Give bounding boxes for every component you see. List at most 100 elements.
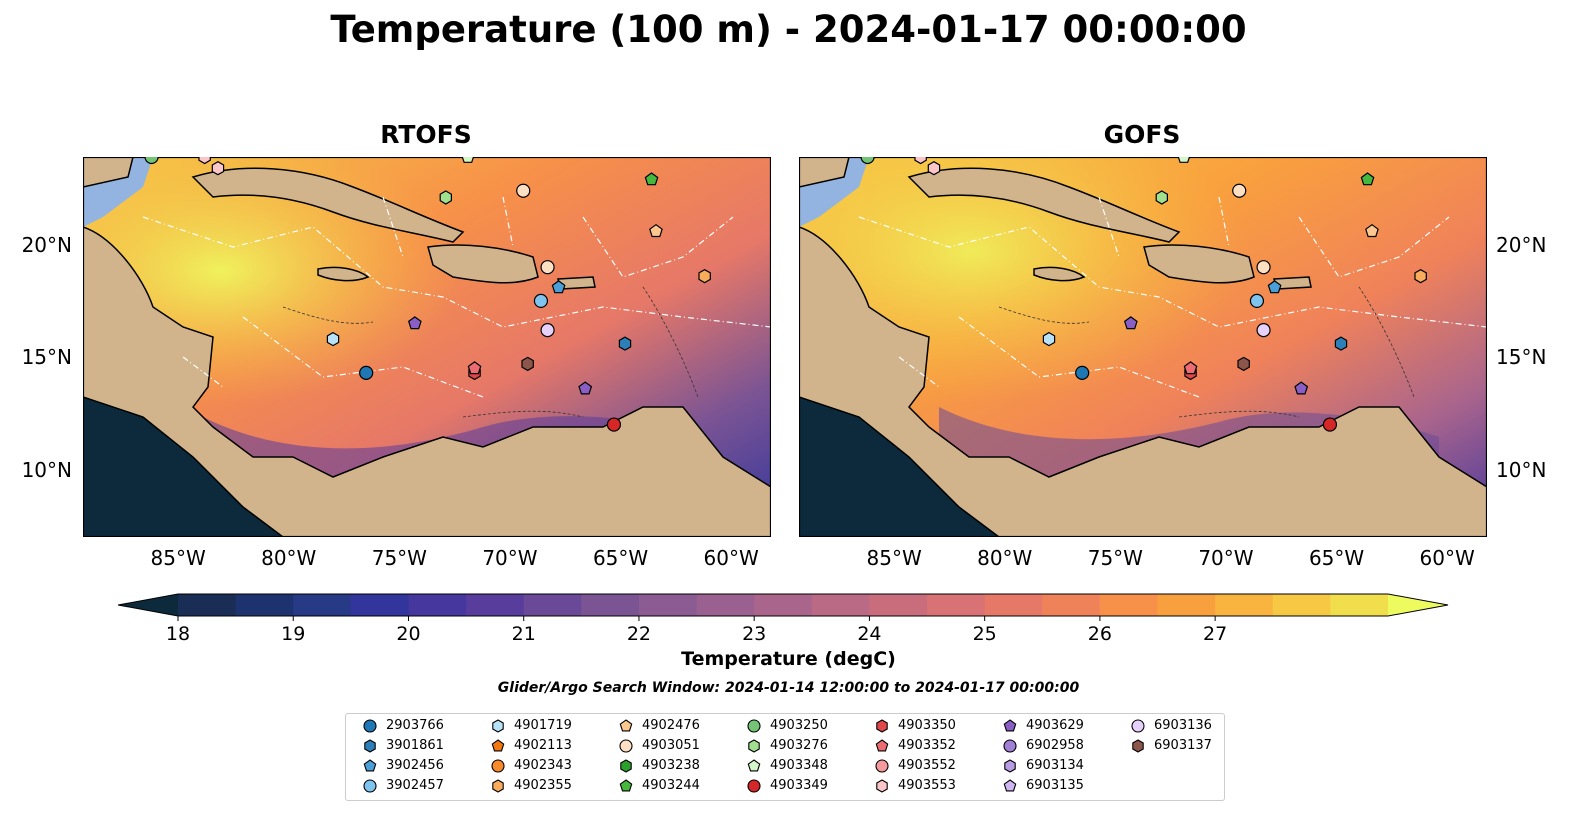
colorbar-tick-label: 22 — [627, 623, 651, 645]
float-marker-4903250 — [144, 157, 159, 165]
float-marker-4902355 — [1414, 269, 1427, 284]
float-marker-4903629 — [407, 316, 422, 330]
float-marker-4903352 — [467, 361, 482, 375]
colorbar-swatch — [984, 594, 1043, 616]
legend-label: 3901861 — [386, 738, 444, 753]
float-marker-4902476 — [649, 223, 663, 238]
lon-tick-label: 80°W — [261, 546, 317, 570]
legend-marker-pentagon — [1003, 779, 1017, 792]
float-marker-4903276 — [439, 190, 452, 205]
float-marker-3902456 — [551, 280, 566, 294]
eez-boundaries — [858, 196, 1487, 398]
colorbar-tick-label: 25 — [973, 623, 997, 645]
land-hispaniola — [427, 244, 539, 284]
legend-marker-hexagon — [1004, 759, 1016, 773]
legend-label: 4903244 — [642, 778, 700, 793]
colorbar-swatch — [293, 594, 352, 616]
colorbar-swatch — [927, 594, 986, 616]
legend-marker-pentagon — [747, 759, 761, 772]
float-marker-6903137 — [1237, 356, 1250, 372]
float-marker-4901719 — [326, 331, 340, 347]
colorbar-tick-label: 27 — [1203, 623, 1227, 645]
legend-marker-hexagon — [492, 779, 504, 793]
legend-label: 4902113 — [514, 738, 572, 753]
float-marker-4903051 — [516, 183, 531, 198]
float-marker-3901861 — [618, 336, 632, 351]
float-marker-4903051 — [1256, 260, 1271, 275]
legend-marker-hexagon — [492, 719, 504, 733]
legend-marker-hexagon — [1132, 739, 1144, 753]
map-panel-gofs — [799, 157, 1487, 537]
colorbar-swatch — [235, 594, 294, 616]
legend-marker-pentagon — [491, 739, 505, 752]
colorbar-swatch — [1157, 594, 1216, 616]
legend-marker-pentagon — [363, 759, 377, 772]
float-marker-2903766 — [359, 365, 374, 380]
land-florida — [799, 157, 850, 188]
legend-label: 3902456 — [386, 758, 444, 773]
legend-marker-circle — [747, 779, 761, 793]
legend-label: 6902958 — [1026, 738, 1084, 753]
float-marker-4903244 — [644, 172, 659, 186]
legend-label: 4903051 — [642, 738, 700, 753]
colorbar-tick-label: 26 — [1088, 623, 1112, 645]
legend-marker-circle — [1003, 739, 1017, 753]
colorbar-swatch — [1099, 594, 1159, 616]
colorbar-swatch — [408, 594, 467, 616]
colorbar-swatch — [350, 594, 409, 616]
float-marker-4903348 — [1177, 157, 1191, 163]
colorbar-swatch — [1215, 594, 1274, 616]
float-marker-4903051 — [1232, 183, 1247, 198]
legend-marker-circle — [619, 739, 633, 753]
lon-tick-label: 60°W — [1419, 546, 1475, 570]
float-marker-4903629 — [1294, 381, 1309, 395]
float-marker-4902476 — [1365, 223, 1379, 238]
legend-label: 6903134 — [1026, 758, 1084, 773]
float-marker-3901861 — [1334, 336, 1348, 351]
colorbar-swatch — [466, 594, 525, 616]
colorbar-swatch — [178, 594, 237, 616]
float-marker-4903629 — [1123, 316, 1138, 330]
legend-label: 3902457 — [386, 778, 444, 793]
legend-label: 4903250 — [770, 718, 828, 733]
legend-marker-circle — [1131, 719, 1145, 733]
land-central-america — [83, 226, 771, 537]
legend-label: 6903136 — [1154, 718, 1212, 733]
float-marker-3902457 — [1249, 293, 1265, 309]
legend-marker-circle — [747, 719, 761, 733]
float-marker-4903352 — [1183, 361, 1198, 375]
colorbar-ticks: 18 19 20 21 22 23 24 25 26 27 — [166, 616, 1227, 645]
colorbar-swatch — [696, 594, 755, 616]
float-marker-6903136 — [540, 323, 555, 338]
float-marker-4903051 — [540, 260, 555, 275]
lat-tick-label-right: 15°N — [1496, 345, 1547, 370]
float-marker-4903629 — [578, 381, 593, 395]
float-marker-4903553 — [927, 161, 941, 176]
lat-tick-label-left: 10°N — [21, 457, 72, 482]
float-marker-2903766 — [1075, 365, 1090, 380]
colorbar-tick-label: 24 — [857, 623, 881, 645]
land-central-america — [799, 226, 1487, 537]
lon-tick-label: 70°W — [1198, 546, 1254, 570]
legend-marker-hexagon — [876, 719, 888, 733]
colorbar-swatch — [1330, 594, 1389, 616]
map-panel-rtofs — [83, 157, 771, 537]
legend-label: 4903350 — [898, 718, 956, 733]
legend-marker-hexagon — [748, 739, 760, 753]
float-marker-6903136 — [1256, 323, 1271, 338]
colorbar-swatch — [523, 594, 582, 616]
float-marker-4903553 — [211, 161, 225, 176]
legend-label: 6903137 — [1154, 738, 1212, 753]
colorbar-swatch — [1272, 594, 1331, 616]
colorbar-swatch — [869, 594, 928, 616]
colorbar-swatch — [1042, 594, 1101, 616]
colorbar-extend-max — [1388, 594, 1448, 616]
figure-title: Temperature (100 m) - 2024-01-17 00:00:0… — [330, 8, 1247, 51]
legend-label: 4903553 — [898, 778, 956, 793]
legend-label: 4901719 — [514, 718, 572, 733]
eez-boundaries — [142, 196, 771, 398]
legend-label: 4903629 — [1026, 718, 1084, 733]
float-marker-4903349 — [606, 417, 622, 432]
float-marker-4903276 — [1155, 190, 1168, 205]
float-marker-4903250 — [860, 157, 875, 165]
